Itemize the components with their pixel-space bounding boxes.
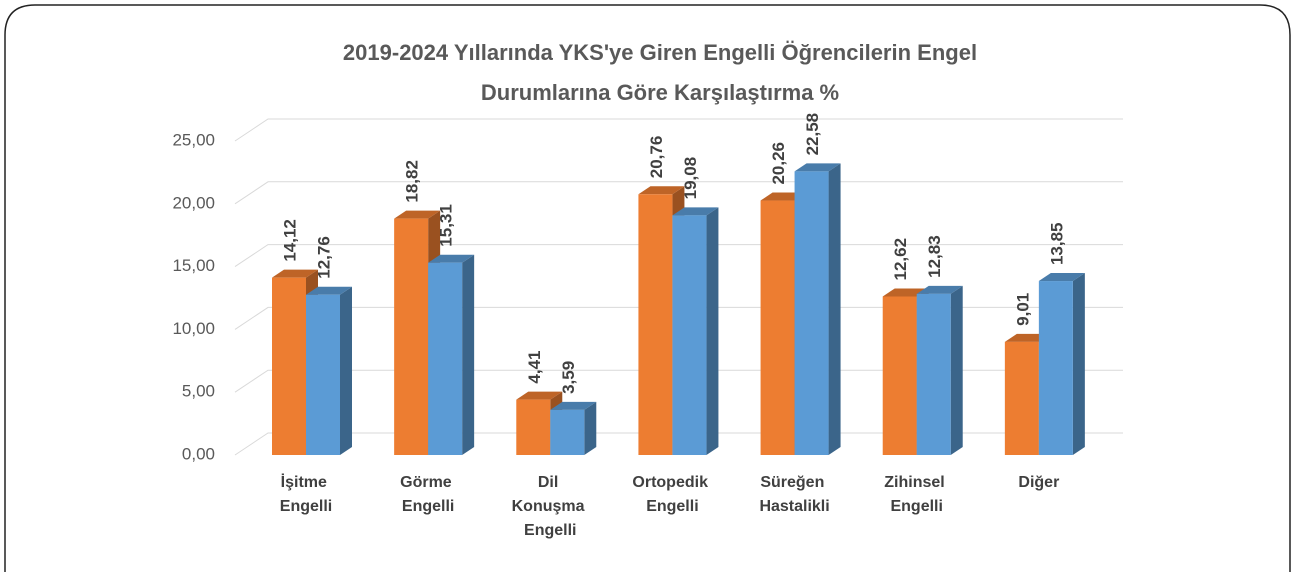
bar-front <box>672 215 707 455</box>
bar-front <box>760 200 795 455</box>
bar-front <box>428 262 463 455</box>
data-label: 12,62 <box>891 238 910 281</box>
frame <box>4 4 1291 572</box>
data-label: 12,76 <box>314 236 333 279</box>
bar-front <box>882 296 917 455</box>
data-label: 4,41 <box>525 351 544 384</box>
bar-top <box>272 269 318 278</box>
bar-front <box>1004 341 1039 455</box>
chart-title: Durumlarına Göre Karşılaştırma % <box>481 80 839 105</box>
data-label: 18,82 <box>403 160 422 203</box>
data-label: 12,83 <box>925 235 944 278</box>
bar-top <box>1038 273 1085 282</box>
bar-front <box>916 293 951 455</box>
bar-side <box>462 254 475 455</box>
grid-line <box>234 118 1123 142</box>
bar-side <box>950 285 963 455</box>
data-label: 9,01 <box>1013 293 1032 326</box>
bar-side <box>340 286 352 455</box>
y-tick-label: 0,00 <box>182 444 215 463</box>
data-label: 14,12 <box>280 219 299 262</box>
bar-top <box>916 285 963 294</box>
bar <box>672 207 719 455</box>
bar-top <box>394 210 441 219</box>
bar-front <box>516 399 551 455</box>
bar-side <box>584 401 597 455</box>
bar <box>916 285 963 455</box>
bar <box>550 401 597 455</box>
data-label: 15,31 <box>437 204 456 247</box>
bar <box>306 286 352 455</box>
bar-front <box>394 218 429 455</box>
data-label: 3,59 <box>559 361 578 394</box>
x-tick-label: Dil Konuşma Engelli <box>512 474 589 539</box>
data-label: 22,58 <box>803 113 822 156</box>
bar <box>1038 273 1085 455</box>
bar-front <box>272 277 306 455</box>
bar-top <box>550 401 597 410</box>
bar-front <box>638 194 673 455</box>
bar-top <box>428 254 475 263</box>
x-tick-label: Ortopedik Engelli <box>632 474 712 515</box>
x-tick-label: Görme Engelli <box>400 474 456 515</box>
chart-title: 2019-2024 Yıllarında YKS'ye Giren Engell… <box>343 40 977 65</box>
bar <box>794 163 841 455</box>
bar-top <box>638 186 685 195</box>
bar-front <box>306 294 340 455</box>
data-label: 13,85 <box>1047 222 1066 265</box>
bar-front <box>550 409 585 455</box>
bar-top <box>672 207 719 216</box>
x-tick-label: Zihinsel Engelli <box>884 474 949 515</box>
data-label: 19,08 <box>681 157 700 200</box>
bar-top <box>306 286 352 295</box>
data-label: 20,26 <box>769 142 788 185</box>
y-tick-label: 20,00 <box>172 193 215 212</box>
y-tick-label: 10,00 <box>172 319 215 338</box>
bar-side <box>828 163 841 455</box>
x-tick-label: Diğer <box>1018 474 1059 491</box>
bar-side <box>706 207 719 455</box>
bar-front <box>794 171 829 455</box>
bar-top <box>516 391 563 400</box>
y-tick-label: 25,00 <box>172 130 215 149</box>
y-tick-label: 15,00 <box>172 256 215 275</box>
bar-side <box>1072 273 1085 455</box>
x-tick-label: İşitme Engelli <box>280 473 332 515</box>
y-tick-label: 5,00 <box>182 382 215 401</box>
bar-top <box>794 163 841 172</box>
x-tick-label: Süreğen Hastalikli <box>759 474 829 515</box>
bar-front <box>1038 281 1073 455</box>
bar <box>428 254 475 455</box>
data-label: 20,76 <box>647 136 666 179</box>
